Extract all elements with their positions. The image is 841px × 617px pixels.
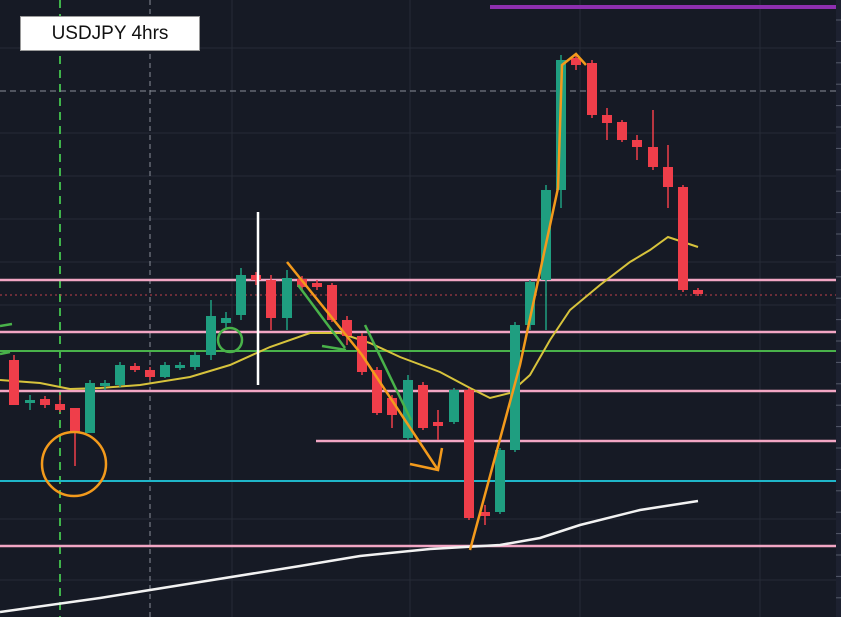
candle (449, 388, 459, 424)
candle (602, 108, 612, 140)
candle-body (297, 279, 307, 287)
candle-body (130, 366, 140, 370)
candle (40, 396, 50, 408)
candle (145, 367, 155, 380)
candle-body (433, 422, 443, 426)
candle-body (632, 140, 642, 147)
candle (571, 55, 581, 70)
candle-body (266, 280, 276, 318)
candle-body (464, 390, 474, 518)
candle (418, 382, 428, 430)
candle-body (403, 380, 413, 438)
candle-body (100, 383, 110, 386)
candle (663, 145, 673, 208)
candle-body (480, 512, 490, 516)
candle (587, 60, 597, 118)
candle-body (342, 320, 352, 336)
candle-body (236, 275, 246, 315)
candle (175, 362, 185, 370)
candle (70, 408, 80, 466)
candle-body (693, 290, 703, 294)
candle (464, 388, 474, 520)
candle-body (602, 115, 612, 123)
candle-body (541, 190, 551, 280)
candle-body (312, 283, 322, 287)
candle-body (251, 275, 261, 280)
candle-body (221, 318, 231, 323)
candle-body (206, 316, 216, 355)
candle-body (449, 390, 459, 422)
candle (297, 276, 307, 290)
candle-body (525, 282, 535, 325)
candle (480, 505, 490, 525)
candle (541, 185, 551, 330)
candle-body (9, 360, 19, 405)
candle (115, 362, 125, 387)
candle (221, 312, 231, 328)
candle (433, 410, 443, 440)
candle (25, 395, 35, 410)
moving-average-fast (0, 235, 699, 400)
candle (327, 283, 337, 322)
candle (648, 110, 658, 170)
candle (236, 268, 246, 320)
candle-body (175, 365, 185, 368)
candle-body (663, 167, 673, 187)
candle (251, 272, 261, 285)
candle (85, 380, 95, 433)
price-scale (836, 0, 841, 617)
candle (9, 355, 19, 405)
candle (312, 280, 322, 290)
candle-body (495, 450, 505, 512)
candle-body (617, 122, 627, 140)
candle (403, 375, 413, 440)
candle (372, 367, 382, 415)
candle-body (282, 278, 292, 318)
candle-body (145, 370, 155, 377)
orange-drawings (40, 52, 587, 551)
candle (100, 380, 110, 390)
candle-body (678, 187, 688, 290)
candle (130, 363, 140, 372)
candle (282, 270, 292, 330)
candle (206, 300, 216, 360)
candle (495, 448, 505, 514)
candle-body (327, 285, 337, 320)
scale-ticks (836, 19, 841, 599)
candle (160, 362, 170, 378)
candle-body (115, 365, 125, 385)
candle (617, 120, 627, 142)
candle-body (648, 147, 658, 167)
candle-body (40, 399, 50, 405)
green-drawings (0, 284, 413, 421)
candle (190, 352, 200, 370)
candle (55, 395, 65, 412)
candle-body (55, 404, 65, 410)
candle-body (190, 355, 200, 367)
candle-body (70, 408, 80, 433)
candle-body (160, 365, 170, 377)
candle-body (372, 370, 382, 413)
candle-body (587, 63, 597, 115)
candle (693, 288, 703, 296)
candle-body (571, 58, 581, 65)
candle-body (387, 398, 397, 415)
candle (342, 316, 352, 345)
candle-body (418, 385, 428, 428)
candle (266, 275, 276, 330)
candle-body (25, 400, 35, 403)
candle (678, 185, 688, 292)
candle (632, 135, 642, 160)
candle-body (85, 383, 95, 433)
moving-average-slow (0, 499, 699, 614)
chart-title: USDJPY 4hrs (20, 16, 200, 51)
